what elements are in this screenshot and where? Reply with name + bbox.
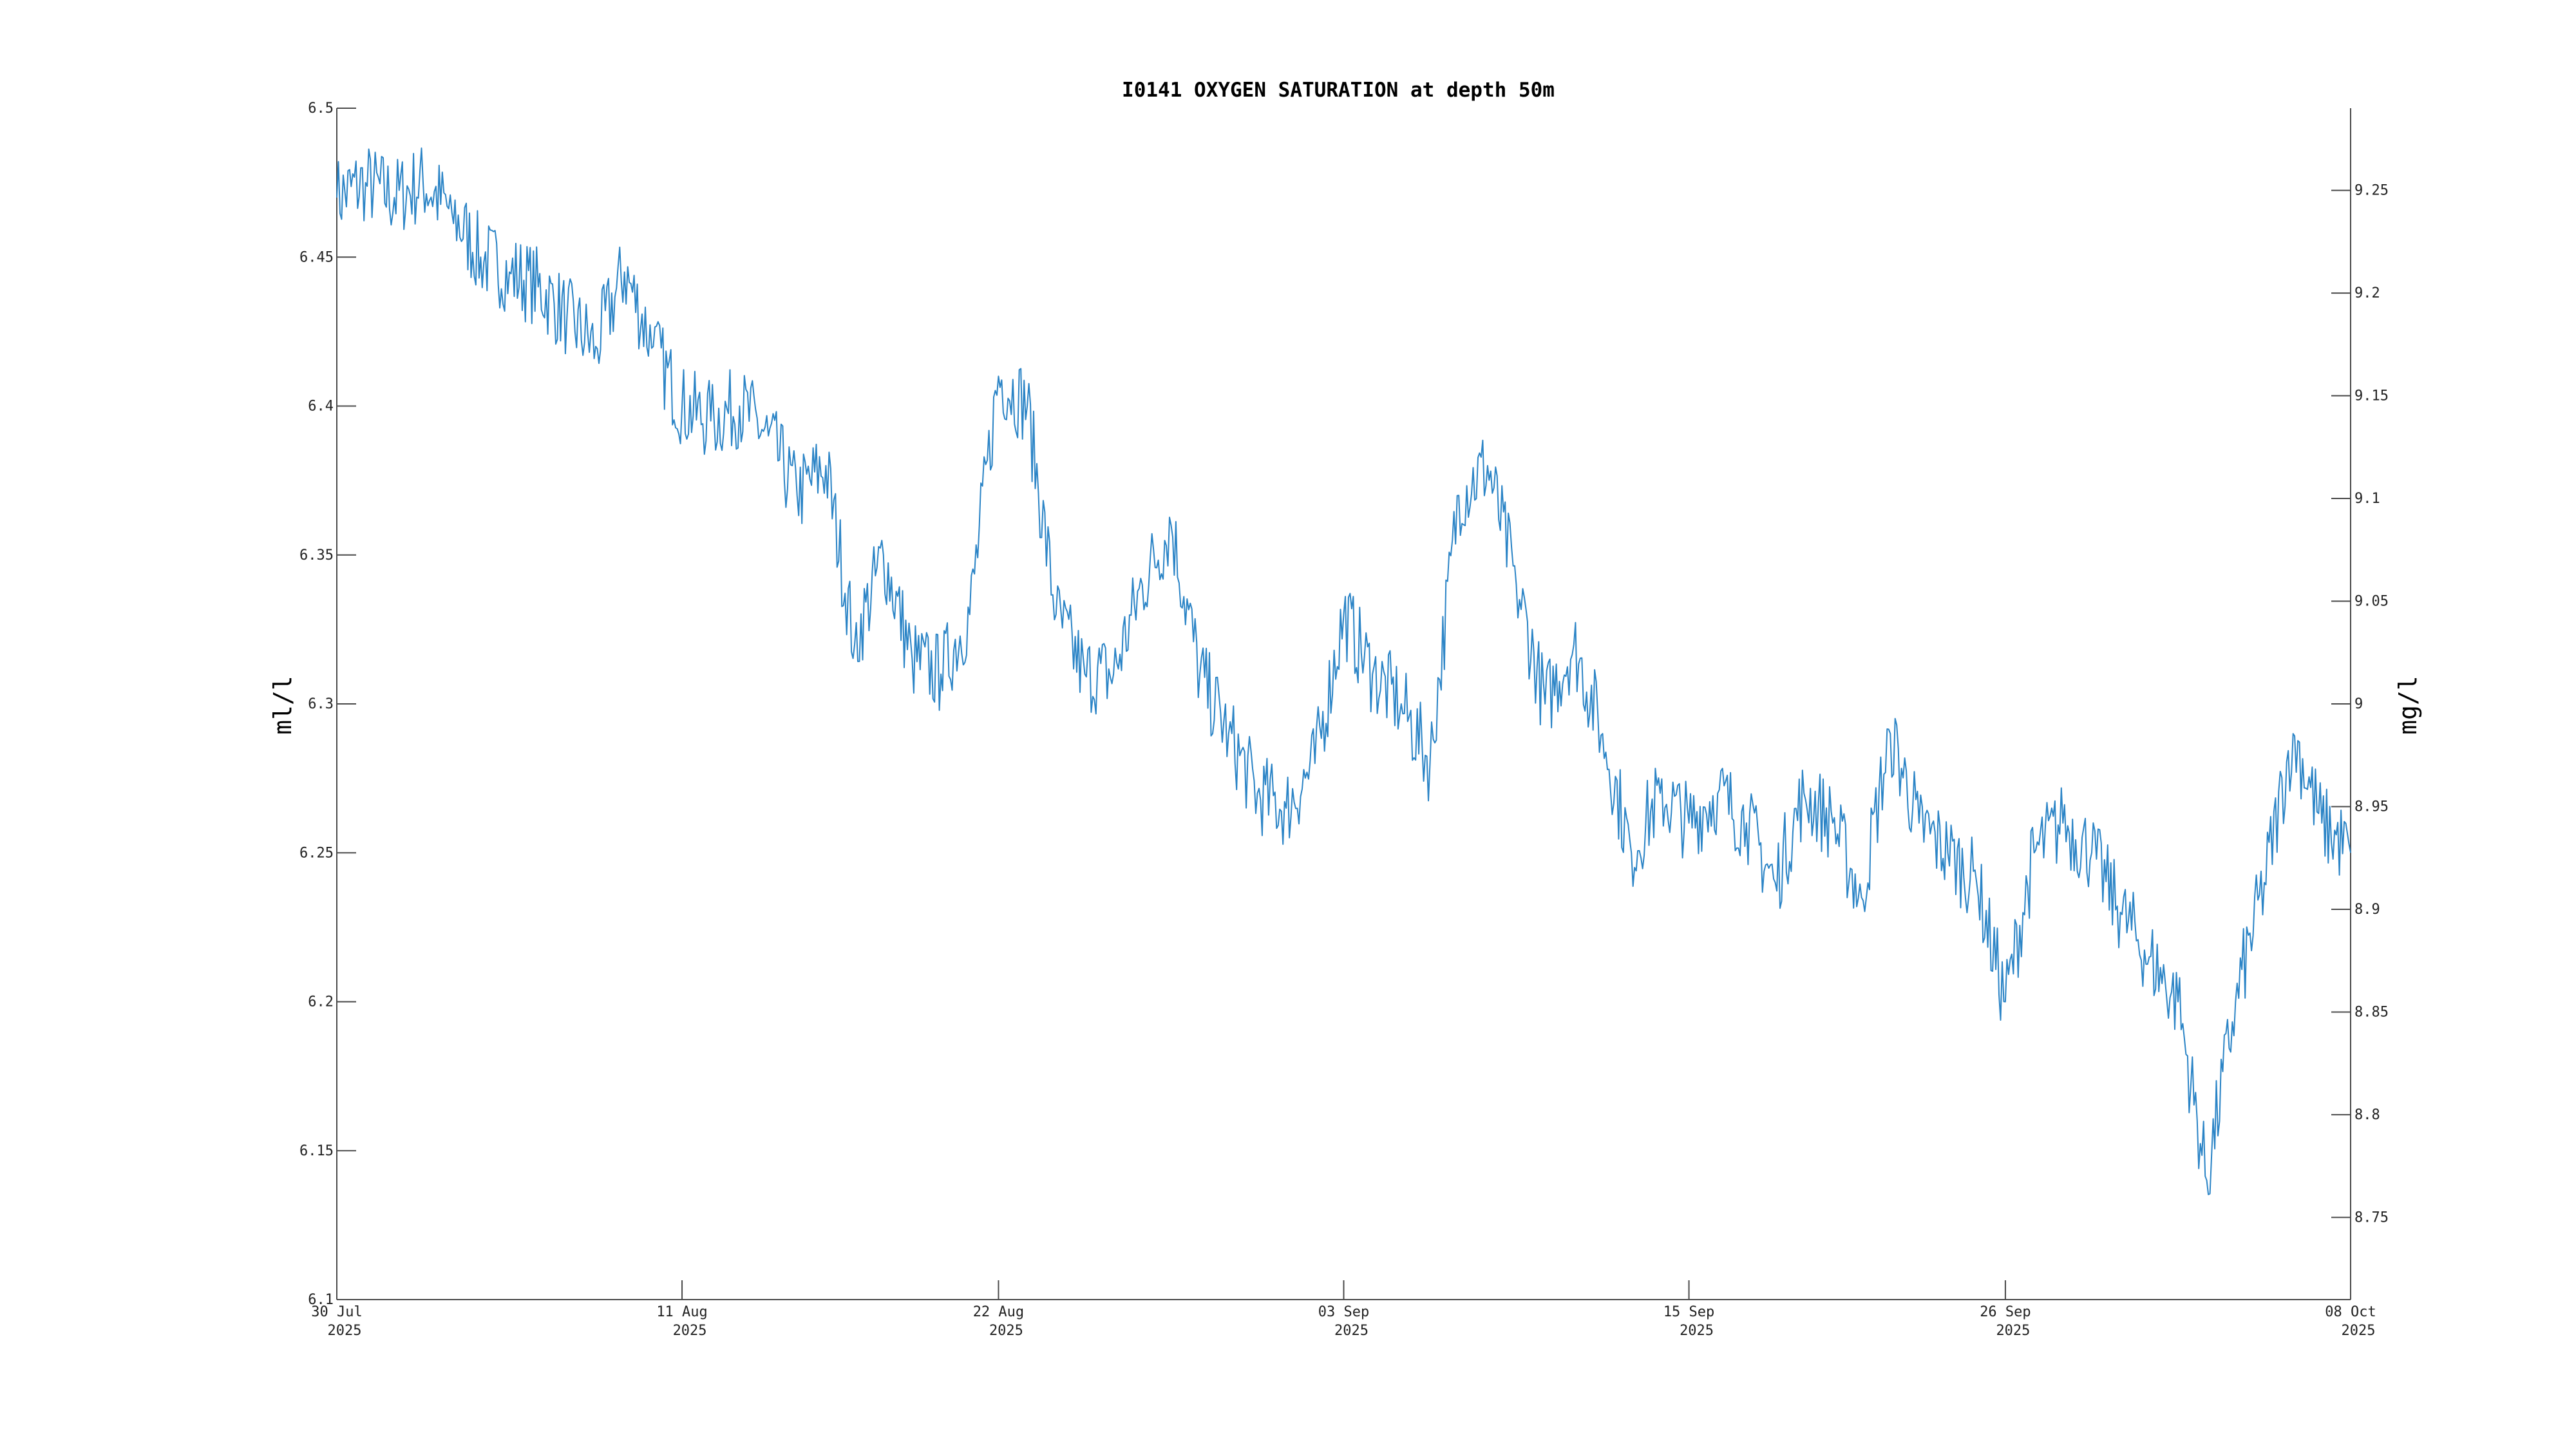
y2-tick-label: 8.85 [2354, 1004, 2389, 1020]
y2-tick-label: 8.75 [2354, 1209, 2389, 1226]
x-tick-label: 03 Sep [1318, 1304, 1369, 1320]
y-axis-left-ticks: 6.1 6.15 6.2 6.25 6.3 6.35 6.4 6.45 6.5 [299, 100, 356, 1308]
x-tick-year-label: 2025 [1996, 1323, 2030, 1339]
x-tick-year-label: 2025 [328, 1323, 362, 1339]
x-tick-label: 08 Oct [2325, 1304, 2376, 1320]
chart-axes [336, 108, 2351, 1300]
y2-tick-label: 9.25 [2354, 183, 2389, 199]
y-tick-label: 6.35 [299, 547, 334, 564]
x-tick-year-label: 2025 [673, 1323, 707, 1339]
series-layer [336, 147, 2351, 1195]
x-tick-year-label: 2025 [1680, 1323, 1714, 1339]
y-axis-left-label: ml/l [269, 676, 297, 735]
y-axis-right-label: mg/l [2394, 676, 2422, 735]
x-tick-year-label: 2025 [1334, 1323, 1368, 1339]
y2-tick-label: 9.05 [2354, 594, 2389, 610]
x-axis-ticks: 30 Jul 2025 11 Aug 2025 22 Aug 2025 03 Sep 2025… [311, 1280, 2376, 1339]
y2-tick-label: 9.15 [2354, 388, 2389, 404]
y-tick-label: 6.2 [308, 994, 334, 1010]
x-tick-label: 26 Sep [1980, 1304, 2031, 1320]
y-tick-label: 6.4 [308, 399, 334, 415]
y-axis-right-ticks: 8.75 8.8 8.85 8.9 8.95 9 9.05 9.1 9.15 9.2 9.25 [2331, 183, 2389, 1226]
y2-tick-label: 9.2 [2354, 285, 2380, 301]
chart-title: I0141 OXYGEN SATURATION at depth 50m [1122, 79, 1555, 102]
x-tick-label: 22 Aug [973, 1304, 1024, 1320]
y-tick-label: 6.15 [299, 1143, 334, 1159]
y-tick-label: 6.45 [299, 249, 334, 265]
y2-tick-label: 9 [2354, 696, 2363, 712]
x-tick-label: 11 Aug [656, 1304, 707, 1320]
x-tick-label: 30 Jul [311, 1304, 362, 1320]
y2-tick-label: 8.9 [2354, 902, 2380, 918]
y-tick-label: 6.5 [308, 100, 334, 117]
x-tick-label: 15 Sep [1663, 1304, 1714, 1320]
y-tick-label: 6.25 [299, 845, 334, 861]
y2-tick-label: 8.8 [2354, 1107, 2380, 1123]
oxygen-series-line [336, 147, 2351, 1195]
y-tick-label: 6.1 [308, 1292, 334, 1308]
x-tick-year-label: 2025 [989, 1323, 1023, 1339]
x-tick-year-label: 2025 [2342, 1323, 2376, 1339]
y-tick-label: 6.3 [308, 696, 334, 712]
y2-tick-label: 9.1 [2354, 491, 2380, 507]
y2-tick-label: 8.95 [2354, 799, 2389, 815]
